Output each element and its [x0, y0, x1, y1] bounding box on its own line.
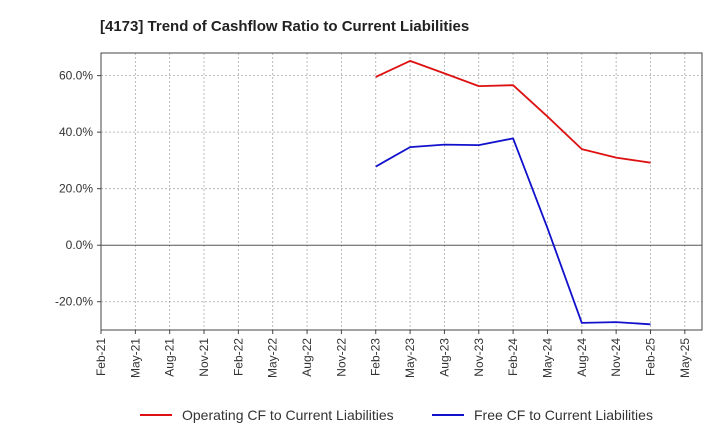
plot-frame — [100, 52, 703, 331]
y-tick-label: 60.0% — [59, 69, 93, 83]
x-tick-label: May-25 — [678, 338, 692, 378]
legend-label-operating-cf: Operating CF to Current Liabilities — [182, 407, 394, 423]
y-axis-ticks: 60.0% 40.0% 20.0% 0.0% -20.0% — [55, 69, 101, 309]
x-tick-label: Aug-23 — [437, 338, 451, 377]
x-tick-label: Nov-23 — [472, 338, 486, 377]
x-tick-label: Aug-21 — [163, 338, 177, 377]
x-axis-ticks: Feb-21 May-21 Aug-21 Nov-21 Feb-22 May-22 Aug-… — [94, 330, 692, 378]
x-tick-label: Aug-24 — [575, 338, 589, 377]
x-tick-label: Feb-25 — [643, 338, 657, 376]
x-tick-label: Feb-22 — [231, 338, 245, 376]
y-tick-label: 20.0% — [59, 182, 93, 196]
chart-title: [4173] Trend of Cashflow Ratio to Curren… — [100, 18, 469, 35]
x-tick-label: May-22 — [266, 338, 280, 378]
series-group — [375, 60, 651, 326]
x-tick-label: Feb-24 — [506, 338, 520, 376]
series-line-operating-cf — [375, 60, 651, 164]
legend-label-free-cf: Free CF to Current Liabilities — [474, 407, 653, 423]
y-tick-label: 0.0% — [66, 238, 94, 252]
x-tick-label: Aug-22 — [300, 338, 314, 377]
x-tick-label: May-21 — [128, 338, 142, 378]
x-tick-label: Nov-22 — [334, 338, 348, 377]
grid — [100, 53, 702, 330]
y-tick-label: -20.0% — [55, 295, 93, 309]
x-tick-label: Nov-21 — [197, 338, 211, 377]
series-line-free-cf — [375, 137, 651, 326]
x-tick-label: Nov-24 — [609, 338, 623, 377]
x-tick-label: May-23 — [403, 338, 417, 378]
x-tick-label: Feb-21 — [94, 338, 108, 376]
y-tick-label: 40.0% — [59, 125, 93, 139]
legend: Operating CF to Current Liabilities Free… — [140, 407, 653, 423]
x-tick-label: May-24 — [540, 338, 554, 378]
x-tick-label: Feb-23 — [369, 338, 383, 376]
